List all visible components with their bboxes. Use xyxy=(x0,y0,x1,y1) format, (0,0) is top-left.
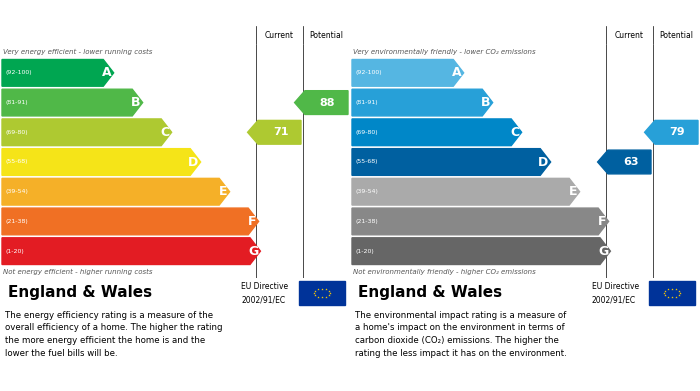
Text: Environmental Impact (CO₂) Rating: Environmental Impact (CO₂) Rating xyxy=(358,7,591,20)
Text: F: F xyxy=(248,215,257,228)
Text: 79: 79 xyxy=(670,127,685,137)
Text: (92-100): (92-100) xyxy=(5,70,32,75)
Polygon shape xyxy=(2,238,260,264)
Polygon shape xyxy=(2,178,230,205)
Text: Not energy efficient - higher running costs: Not energy efficient - higher running co… xyxy=(3,269,153,275)
Text: (1-20): (1-20) xyxy=(5,249,24,254)
Text: Current: Current xyxy=(615,30,644,39)
Text: G: G xyxy=(598,245,608,258)
Polygon shape xyxy=(2,89,143,116)
Text: (69-80): (69-80) xyxy=(5,130,27,135)
Text: A: A xyxy=(452,66,462,79)
Text: EU Directive: EU Directive xyxy=(241,282,288,291)
Polygon shape xyxy=(248,120,301,144)
Polygon shape xyxy=(2,208,258,235)
Text: C: C xyxy=(160,126,169,139)
Text: Energy Efficiency Rating: Energy Efficiency Rating xyxy=(8,7,172,20)
Text: (39-54): (39-54) xyxy=(5,189,28,194)
Polygon shape xyxy=(2,59,113,86)
FancyBboxPatch shape xyxy=(650,281,694,305)
Text: D: D xyxy=(188,156,199,169)
Polygon shape xyxy=(2,149,201,175)
Text: 2002/91/EC: 2002/91/EC xyxy=(241,295,286,304)
Text: (39-54): (39-54) xyxy=(355,189,378,194)
Polygon shape xyxy=(645,120,698,144)
Text: (1-20): (1-20) xyxy=(355,249,374,254)
Text: (21-38): (21-38) xyxy=(355,219,378,224)
Text: G: G xyxy=(248,245,258,258)
Text: E: E xyxy=(219,185,228,198)
Text: A: A xyxy=(102,66,112,79)
Text: England & Wales: England & Wales xyxy=(8,285,152,301)
Text: 2002/91/EC: 2002/91/EC xyxy=(592,295,636,304)
Text: Potential: Potential xyxy=(309,30,344,39)
Polygon shape xyxy=(598,150,651,174)
Text: Not environmentally friendly - higher CO₂ emissions: Not environmentally friendly - higher CO… xyxy=(353,269,536,275)
Text: (81-91): (81-91) xyxy=(355,100,377,105)
Polygon shape xyxy=(352,149,551,175)
Text: England & Wales: England & Wales xyxy=(358,285,502,301)
Text: (55-68): (55-68) xyxy=(355,160,377,165)
FancyBboxPatch shape xyxy=(300,281,344,305)
Polygon shape xyxy=(352,59,463,86)
Text: The energy efficiency rating is a measure of the
overall efficiency of a home. T: The energy efficiency rating is a measur… xyxy=(5,311,223,357)
Text: 63: 63 xyxy=(623,157,638,167)
Text: Potential: Potential xyxy=(659,30,694,39)
Text: (81-91): (81-91) xyxy=(5,100,27,105)
Polygon shape xyxy=(352,208,608,235)
Text: 88: 88 xyxy=(320,98,335,108)
Text: (92-100): (92-100) xyxy=(355,70,382,75)
Text: C: C xyxy=(510,126,519,139)
Polygon shape xyxy=(352,119,522,145)
Text: (55-68): (55-68) xyxy=(5,160,27,165)
Text: B: B xyxy=(131,96,141,109)
Text: Very energy efficient - lower running costs: Very energy efficient - lower running co… xyxy=(3,49,153,55)
Text: Current: Current xyxy=(265,30,294,39)
Polygon shape xyxy=(295,91,348,115)
Polygon shape xyxy=(352,238,610,264)
Text: Very environmentally friendly - lower CO₂ emissions: Very environmentally friendly - lower CO… xyxy=(353,49,536,55)
Text: 71: 71 xyxy=(273,127,288,137)
Text: F: F xyxy=(598,215,607,228)
Text: E: E xyxy=(569,185,577,198)
Text: (21-38): (21-38) xyxy=(5,219,28,224)
Text: D: D xyxy=(538,156,549,169)
Text: EU Directive: EU Directive xyxy=(592,282,638,291)
Text: (69-80): (69-80) xyxy=(355,130,377,135)
Text: B: B xyxy=(481,96,491,109)
Polygon shape xyxy=(2,119,172,145)
Polygon shape xyxy=(352,89,493,116)
Polygon shape xyxy=(352,178,580,205)
Text: The environmental impact rating is a measure of
a home's impact on the environme: The environmental impact rating is a mea… xyxy=(355,311,567,357)
